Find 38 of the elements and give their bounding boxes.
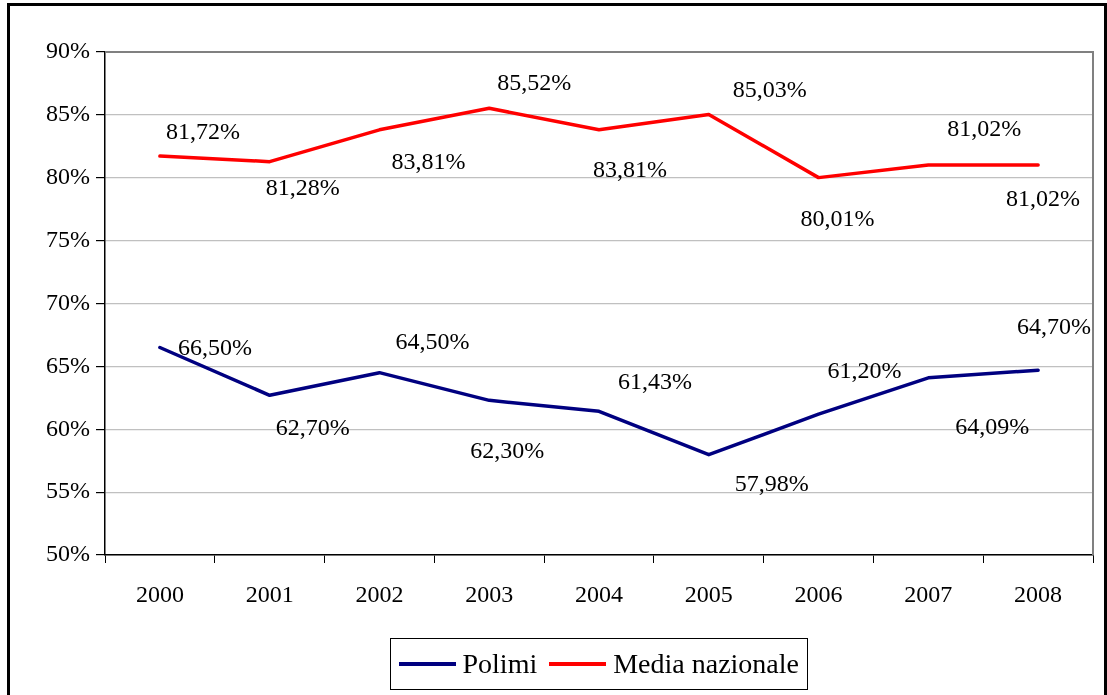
data-label: 85,03% <box>732 75 807 102</box>
data-label: 66,50% <box>177 333 252 360</box>
data-label: 83,81% <box>391 148 466 175</box>
data-label: 83,81% <box>593 156 667 183</box>
y-tick-label: 80% <box>46 163 90 190</box>
data-label: 80,01% <box>800 204 875 231</box>
x-tick-label: 2004 <box>575 580 623 607</box>
data-label: 81,02% <box>947 115 1022 142</box>
x-tick-label: 2000 <box>135 580 184 607</box>
data-label: 61,43% <box>618 367 692 394</box>
y-tick-label: 85% <box>46 100 90 127</box>
y-tick-label: 50% <box>46 540 90 567</box>
x-tick-label: 2005 <box>684 580 733 607</box>
data-label: 81,72% <box>165 118 240 145</box>
data-label: 57,98% <box>734 469 809 496</box>
data-label: 81,28% <box>265 173 340 200</box>
x-tick-label: 2003 <box>465 580 514 607</box>
y-tick-label: 90% <box>46 37 90 64</box>
y-tick-label: 75% <box>46 225 90 252</box>
x-tick-label: 2007 <box>904 580 953 607</box>
x-tick-label: 2006 <box>794 580 843 607</box>
data-label: 64,50% <box>395 327 470 354</box>
data-label: 62,30% <box>470 436 545 463</box>
x-tick-label: 2001 <box>245 580 294 607</box>
y-tick-label: 60% <box>46 414 90 441</box>
legend-label: Polimi <box>462 648 538 680</box>
y-tick-label: 70% <box>46 288 90 315</box>
data-label: 64,70% <box>1017 313 1092 340</box>
x-tick-label: 2008 <box>1014 580 1063 607</box>
data-label: 62,70% <box>275 413 350 440</box>
data-label: 61,20% <box>827 357 902 384</box>
data-label: 81,02% <box>1006 185 1081 212</box>
y-tick-label: 55% <box>46 477 90 504</box>
legend-label: Media nazionale <box>613 648 800 680</box>
x-tick-label: 2002 <box>355 580 404 607</box>
y-tick-label: 65% <box>46 351 90 378</box>
data-label: 85,52% <box>497 68 572 95</box>
data-label: 64,09% <box>955 413 1030 440</box>
